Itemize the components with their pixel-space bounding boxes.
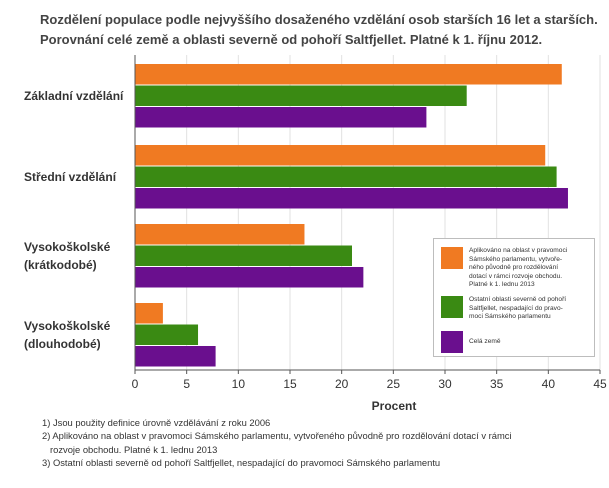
footnote: rozvoje obchodu. Platné k 1. lednu 2013	[50, 443, 218, 455]
footnote: 2) Aplikováno na oblast v pravomoci Sáms…	[42, 430, 512, 442]
bars	[135, 64, 568, 367]
chart-title: Rozdělení populace podle nejvyššího dosa…	[40, 10, 605, 50]
legend-label-line: Aplikováno na oblast v pravomoci	[469, 247, 568, 254]
bar	[135, 224, 305, 245]
x-axis: 0 5 10 15 20 25 30 35 40 45	[132, 55, 607, 391]
legend-label-line: Platné k 1. lednu 2013	[469, 281, 535, 289]
bar	[135, 188, 568, 209]
legend: Aplikováno na oblast v pravomoci Sámskéh…	[433, 238, 595, 357]
x-tick-label: 25	[387, 377, 401, 391]
bar	[135, 267, 364, 288]
chart-title-line: Porovnání celé země a oblasti severně od…	[40, 32, 543, 47]
category-label: Střední vzdělání	[24, 170, 117, 184]
bar	[135, 303, 163, 324]
category-label: (krátkodobé)	[24, 258, 97, 272]
legend-swatch	[441, 296, 463, 318]
bar	[135, 166, 557, 187]
legend-label-line: Celá země	[469, 338, 501, 345]
legend-label-line: ného původně pro rozdělování	[469, 264, 559, 272]
category-label: Vysokoškolské	[24, 240, 111, 254]
legend-label-line: Ostatní oblasti severně od pohoří	[469, 296, 567, 303]
footnote: 1) Jsou použity definice úrovně vzdělává…	[42, 417, 271, 428]
legend-swatch	[441, 331, 463, 353]
category-label: (dlouhodobé)	[24, 337, 101, 351]
bar	[135, 107, 427, 128]
legend-item: Celá země	[441, 331, 591, 353]
bar	[135, 245, 352, 266]
legend-swatch	[441, 247, 463, 269]
legend-label-line: moci Sámského parlamentu	[469, 313, 551, 321]
legend-label-line: dotací v rámci rozvoje obchodu.	[469, 272, 563, 280]
x-tick-label: 20	[335, 377, 349, 391]
bar	[135, 346, 216, 367]
x-tick-label: 10	[232, 377, 246, 391]
footnotes: 1) Jsou použity definice úrovně vzdělává…	[42, 416, 512, 470]
footnote: 3) Ostatní oblasti severně od pohoří Sal…	[42, 457, 441, 469]
category-label: Vysokoškolské	[24, 319, 111, 333]
x-tick-label: 40	[542, 377, 556, 391]
x-tick-label: 45	[593, 377, 607, 391]
legend-label: Ostatní oblasti severně od pohoří Saltfj…	[469, 296, 591, 322]
bar	[135, 324, 199, 345]
legend-item: Ostatní oblasti severně od pohoří Saltfj…	[441, 296, 591, 322]
x-axis-label: Procent	[372, 399, 417, 413]
legend-label: Celá země	[469, 331, 591, 347]
x-tick-label: 5	[183, 377, 190, 391]
legend-label: Aplikováno na oblast v pravomoci Sámskéh…	[469, 247, 591, 290]
bar	[135, 145, 546, 166]
x-tick-label: 0	[132, 377, 139, 391]
category-label: Základní vzdělání	[24, 89, 124, 103]
x-tick-label: 35	[490, 377, 504, 391]
bar	[135, 85, 467, 106]
chart-title-line: Rozdělení populace podle nejvyššího dosa…	[40, 12, 598, 27]
legend-item: Aplikováno na oblast v pravomoci Sámskéh…	[441, 247, 591, 290]
category-labels: Základní vzdělání Střední vzdělání Vysokoš…	[24, 89, 124, 351]
legend-label-line: Sámského parlamentu, vytvoře-	[469, 255, 563, 263]
legend-label-line: Saltfjellet, nespadající do pravo-	[469, 304, 563, 312]
x-tick-label: 15	[283, 377, 297, 391]
x-tick-label: 30	[438, 377, 452, 391]
bar	[135, 64, 562, 85]
